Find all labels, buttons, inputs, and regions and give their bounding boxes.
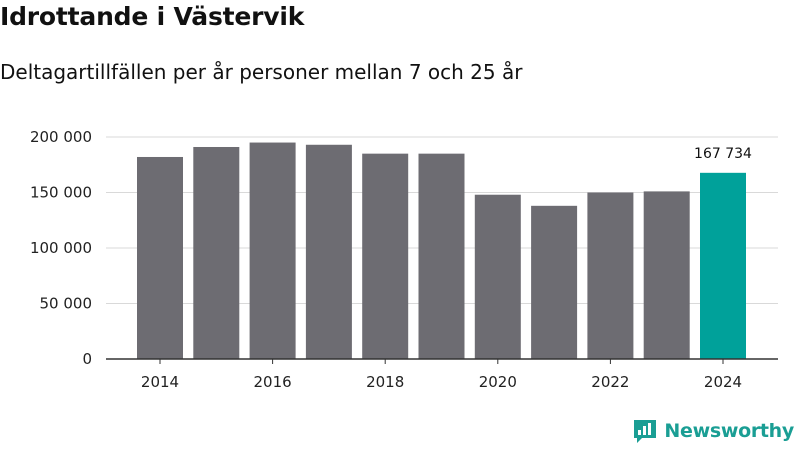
y-tick-label: 50 000 (40, 295, 93, 313)
data-label: 167 734 (694, 146, 752, 162)
x-tick-label: 2018 (366, 373, 404, 391)
bar-2023 (643, 191, 690, 359)
newsworthy-logo-icon (634, 420, 657, 443)
bar-2022 (587, 192, 634, 359)
chart-subtitle: Deltagartillfällen per år personer mella… (0, 60, 523, 84)
bar-2017 (305, 144, 352, 359)
bar-2014 (137, 156, 183, 359)
y-tick-label: 150 000 (30, 184, 92, 202)
bar-2015 (193, 146, 240, 359)
bar-2020 (474, 194, 521, 359)
x-tick-label: 2020 (479, 373, 517, 391)
bar-2016 (249, 142, 296, 359)
bar-2021 (531, 205, 578, 359)
brand-name: Newsworthy (664, 420, 794, 442)
chart-title: Idrottande i Västervik (0, 2, 305, 31)
bar-2018 (362, 153, 409, 359)
x-tick-label: 2022 (591, 373, 629, 391)
x-tick-label: 2024 (704, 373, 742, 391)
x-tick-label: 2016 (254, 373, 292, 391)
x-tick-label: 2014 (141, 373, 179, 391)
bar-2024 (700, 172, 746, 359)
brand-logo: Newsworthy (632, 418, 794, 444)
y-tick-label: 200 000 (30, 128, 92, 146)
y-tick-label: 0 (82, 350, 92, 368)
y-tick-label: 100 000 (30, 239, 92, 257)
bar-2019 (418, 153, 465, 359)
